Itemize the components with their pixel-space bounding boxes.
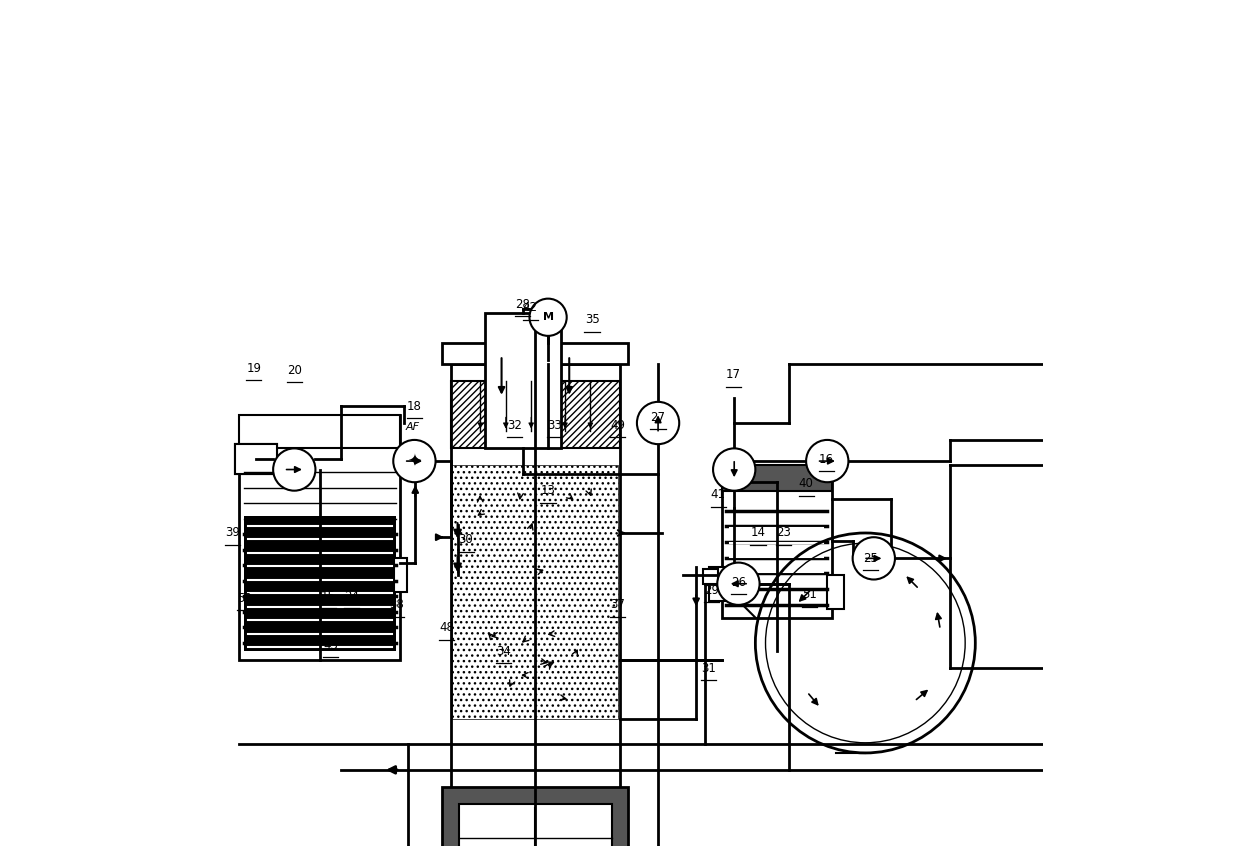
Text: 31: 31 — [702, 662, 717, 675]
Text: 29: 29 — [704, 584, 719, 597]
Bar — [451, 381, 620, 448]
FancyBboxPatch shape — [703, 569, 718, 584]
Circle shape — [393, 440, 435, 482]
Circle shape — [717, 563, 760, 605]
Text: 33: 33 — [548, 419, 562, 432]
Text: 41: 41 — [711, 488, 725, 502]
Text: 15: 15 — [321, 590, 336, 603]
Text: AF: AF — [405, 422, 419, 432]
FancyBboxPatch shape — [485, 313, 560, 448]
Text: 50: 50 — [237, 591, 252, 605]
Text: 20: 20 — [286, 364, 301, 377]
FancyBboxPatch shape — [722, 465, 832, 618]
Text: 27: 27 — [651, 410, 666, 424]
Text: 34: 34 — [496, 645, 511, 658]
Text: 48: 48 — [439, 621, 454, 634]
Text: 42: 42 — [523, 301, 538, 315]
Bar — [243, 516, 396, 651]
Circle shape — [529, 299, 567, 336]
Text: 18: 18 — [407, 399, 422, 413]
Text: 30: 30 — [459, 533, 474, 547]
Circle shape — [853, 537, 895, 580]
Circle shape — [713, 448, 755, 491]
FancyBboxPatch shape — [451, 364, 620, 804]
FancyBboxPatch shape — [459, 804, 611, 846]
Bar — [453, 465, 619, 719]
Text: 23: 23 — [776, 526, 791, 540]
Circle shape — [273, 448, 315, 491]
Text: 49: 49 — [610, 419, 625, 432]
Text: 25: 25 — [863, 552, 878, 565]
FancyBboxPatch shape — [239, 415, 401, 448]
Text: 28: 28 — [516, 298, 531, 311]
Circle shape — [806, 440, 848, 482]
Text: 32: 32 — [507, 419, 522, 432]
Text: 13: 13 — [541, 484, 556, 497]
FancyBboxPatch shape — [709, 567, 725, 601]
Circle shape — [637, 402, 680, 444]
FancyBboxPatch shape — [236, 444, 278, 474]
Text: 14: 14 — [750, 526, 765, 540]
FancyBboxPatch shape — [443, 343, 629, 364]
Text: 17: 17 — [725, 368, 740, 382]
FancyBboxPatch shape — [394, 558, 407, 592]
Text: 38: 38 — [389, 598, 404, 612]
Text: M: M — [543, 312, 553, 322]
Text: 40: 40 — [799, 477, 813, 491]
FancyBboxPatch shape — [722, 465, 832, 491]
Text: 43: 43 — [324, 639, 339, 652]
Text: 39: 39 — [226, 526, 241, 540]
FancyBboxPatch shape — [239, 415, 401, 660]
Text: 26: 26 — [730, 575, 746, 589]
Text: 24: 24 — [345, 590, 360, 603]
Text: ✦: ✦ — [408, 452, 422, 470]
Text: 51: 51 — [802, 588, 817, 602]
Text: 19: 19 — [247, 361, 262, 375]
Text: 35: 35 — [585, 313, 599, 327]
Text: 16: 16 — [818, 453, 835, 466]
Text: 37: 37 — [610, 598, 625, 612]
FancyBboxPatch shape — [236, 444, 278, 474]
FancyBboxPatch shape — [443, 787, 629, 846]
FancyBboxPatch shape — [827, 575, 844, 609]
